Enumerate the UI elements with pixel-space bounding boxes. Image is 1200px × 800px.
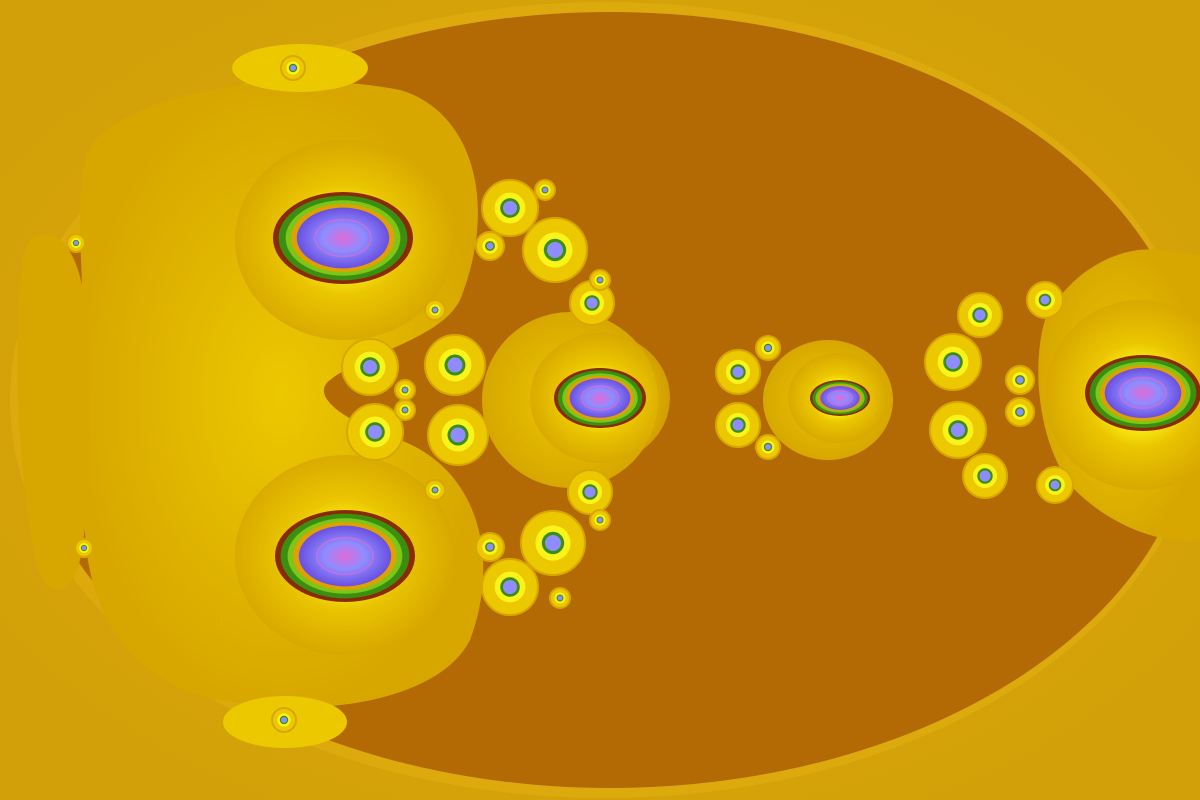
core-pattern-2: [1119, 377, 1167, 409]
bud-core-17: [951, 423, 965, 437]
bud-core-18: [974, 309, 986, 321]
bud-core-28: [432, 307, 438, 313]
bud-core-8: [486, 543, 494, 551]
bud-core-9: [545, 535, 561, 551]
bud-layer: [66, 55, 1074, 733]
bud-core-34: [597, 277, 603, 283]
bud-core-4: [503, 201, 517, 215]
bud-core-16: [946, 355, 960, 369]
blob-layer: [17, 44, 1200, 748]
bud-core-6: [586, 297, 598, 309]
core-pattern-1: [316, 536, 374, 576]
bud-core-11: [584, 486, 596, 498]
bud-core-22: [1040, 295, 1050, 305]
bud-core-35: [597, 517, 603, 523]
bud-core-31: [402, 407, 408, 413]
core-center-2: [1104, 367, 1182, 419]
core-center-0: [296, 207, 390, 269]
bud-core-23: [1050, 480, 1060, 490]
bud-core-3: [450, 427, 466, 443]
bud-core-27: [281, 717, 287, 723]
bud-core-25: [81, 545, 87, 551]
bud-core-15: [765, 444, 771, 450]
bud-core-13: [732, 419, 744, 431]
bud-core-5: [547, 242, 563, 258]
bud-core-20: [1016, 376, 1024, 384]
core-pattern-3: [580, 385, 620, 411]
bud-core-26: [290, 65, 296, 71]
core-center-1: [298, 525, 392, 587]
bud-core-1: [447, 357, 463, 373]
bud-core-7: [486, 242, 494, 250]
bud-core-33: [557, 595, 563, 601]
bud-core-29: [432, 487, 438, 493]
core-pattern-4: [827, 390, 853, 406]
bud-core-0: [363, 360, 377, 374]
bud-core-12: [732, 366, 744, 378]
bud-core-21: [1016, 408, 1024, 416]
core-pattern-0: [314, 218, 372, 258]
bud-core-24: [73, 240, 79, 246]
bud-core-19: [979, 470, 991, 482]
bud-core-30: [402, 387, 408, 393]
bud-core-14: [765, 345, 771, 351]
core-center-4: [820, 386, 860, 410]
core-layer: [273, 192, 1200, 602]
bud-core-10: [503, 580, 517, 594]
core-center-3: [569, 378, 631, 418]
bud-core-2: [368, 425, 382, 439]
left-edge-blob: [17, 234, 90, 590]
bud-core-32: [542, 187, 548, 193]
